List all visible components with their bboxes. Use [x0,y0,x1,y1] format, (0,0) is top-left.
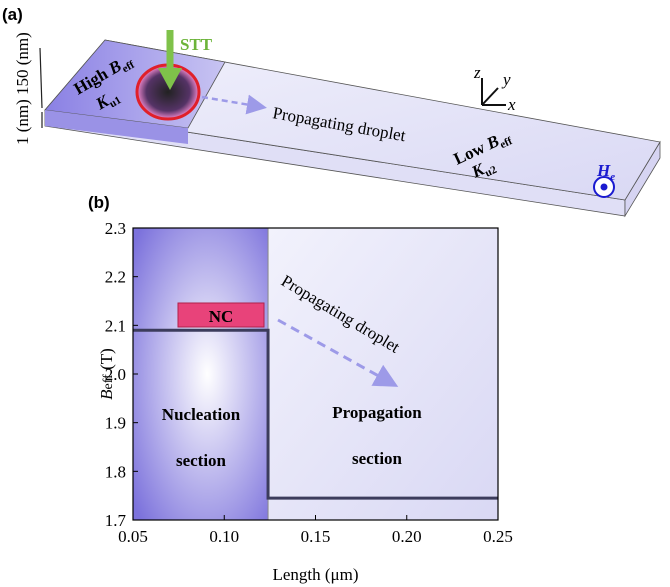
dimension-line [40,48,42,108]
subscript: eff [101,374,116,390]
y-axis-label: Beff (T) [97,348,116,400]
panel-label: (a) [2,5,23,24]
x-label: x [507,95,516,114]
width-label: 150 (nm) [13,32,32,95]
z-label: z [473,63,481,82]
x-axis-label: Length (μm) [272,565,358,584]
x-tick-label: 0.15 [301,527,331,546]
propagation-region [268,228,498,520]
section-label: Nucleation [162,405,241,424]
x-tick-label: 0.20 [392,527,422,546]
y-label: y [501,70,511,89]
y-axis [482,88,498,105]
figure: STT (a) 150 (nm) 1 (nm) High Beff Ku1 Pr… [0,0,670,587]
section-label: Propagation [332,403,422,422]
x-tick-label: 0.25 [483,527,513,546]
thickness-label: 1 (nm) [13,99,32,145]
nc-label: NC [209,307,234,326]
y-tick-label: 1.8 [105,462,126,481]
symbol: B [97,389,116,400]
unit: (T) [97,348,116,374]
section-label: section [352,449,403,468]
field-dot [601,184,608,191]
panel-label: (b) [88,193,110,212]
axis-triad: z y x [473,63,516,114]
y-tick-label: 1.9 [105,414,126,433]
stt-label: STT [180,35,213,54]
section-label: section [176,451,227,470]
panel-a: STT (a) 150 (nm) 1 (nm) High Beff Ku1 Pr… [2,5,660,216]
nucleation-region [133,228,268,520]
y-tick-label: 2.3 [105,219,126,238]
y-tick-label: 1.7 [105,511,127,530]
x-tick-label: 0.10 [209,527,239,546]
y-tick-label: 2.1 [105,316,126,335]
page: STT (a) 150 (nm) 1 (nm) High Beff Ku1 Pr… [0,0,670,587]
y-tick-label: 2.2 [105,268,126,287]
